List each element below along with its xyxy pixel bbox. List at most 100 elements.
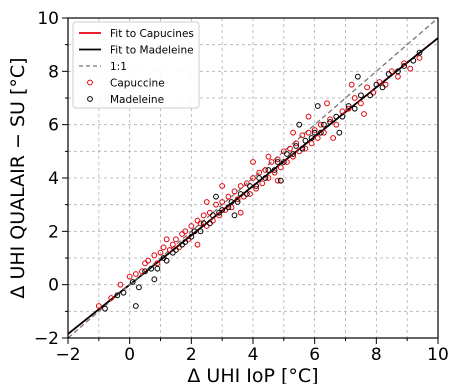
capuccine-point xyxy=(351,95,358,101)
capuccine-point xyxy=(219,183,226,189)
madeleine-point xyxy=(358,92,364,99)
capuccine-point xyxy=(287,145,293,152)
capuccine-point xyxy=(108,295,115,301)
madeleine-point xyxy=(182,239,189,245)
capuccine-point xyxy=(157,249,164,256)
capuccine-point xyxy=(305,129,312,136)
capuccine-point xyxy=(293,140,300,147)
madeleine-point xyxy=(237,191,244,197)
capuccine-point xyxy=(401,60,407,67)
madeleine-point xyxy=(114,292,121,299)
madeleine-point xyxy=(173,247,179,253)
x-axis-label: Δ UHI IoP [°C] xyxy=(187,365,318,384)
madeleine-point xyxy=(243,191,250,197)
capuccine-point xyxy=(151,252,158,259)
capuccine-point xyxy=(262,167,269,173)
capuccine-point xyxy=(95,303,102,309)
capuccine-point xyxy=(237,183,244,189)
capuccine-point xyxy=(160,244,167,251)
madeleine-point xyxy=(327,119,333,125)
madeleine-point xyxy=(231,212,238,219)
capuccine-point xyxy=(364,84,370,91)
capuccine-point xyxy=(324,100,330,107)
capuccine-point xyxy=(213,201,219,208)
capuccine-point xyxy=(333,121,340,128)
madeleine-point xyxy=(410,57,417,64)
madeleine-point xyxy=(265,167,272,173)
madeleine-point xyxy=(345,103,352,109)
capuccine-point xyxy=(219,199,226,205)
x-tick-label: 8 xyxy=(371,345,382,365)
capuccine-point xyxy=(250,159,256,165)
madeleine-point xyxy=(280,159,287,165)
madeleine-point xyxy=(314,103,321,109)
y-tick-label: 8 xyxy=(48,62,59,82)
madeleine-point xyxy=(296,121,303,128)
capuccine-point xyxy=(348,81,355,88)
y-tick-label: 2 xyxy=(48,222,59,242)
capuccine-point xyxy=(163,236,170,243)
capuccine-point xyxy=(299,132,306,139)
capuccine-point xyxy=(321,129,327,136)
capuccine-point xyxy=(268,159,275,165)
madeleine-point xyxy=(206,220,213,227)
madeleine-point xyxy=(308,135,315,141)
capuccine-point xyxy=(416,55,423,61)
capuccine-point xyxy=(225,193,232,200)
madeleine-point xyxy=(102,305,108,312)
capuccine-point xyxy=(182,228,189,235)
madeleine-point xyxy=(225,204,232,211)
capuccine-point xyxy=(271,169,278,176)
capuccine-point xyxy=(228,204,235,211)
madeleine-point xyxy=(290,151,296,157)
madeleine-point xyxy=(256,175,263,181)
legend-label: Madeleine xyxy=(110,94,164,106)
capuccine-point xyxy=(265,153,272,160)
one-to-one-line xyxy=(68,18,438,338)
capuccine-point xyxy=(256,169,263,176)
madeleine-point xyxy=(120,289,127,296)
madeleine-point xyxy=(154,265,161,272)
madeleine-point xyxy=(416,49,423,56)
madeleine-point xyxy=(333,113,340,120)
capuccine-point xyxy=(274,177,281,184)
legend-swatch-marker xyxy=(87,79,93,86)
capuccine-point xyxy=(139,268,145,275)
madeleine-point xyxy=(299,145,306,152)
x-tick-label: 0 xyxy=(124,345,135,365)
capuccine-point xyxy=(194,241,201,248)
madeleine-point xyxy=(277,177,284,184)
capuccine-point xyxy=(358,100,364,107)
madeleine-point xyxy=(336,129,343,136)
x-tick-label: −2 xyxy=(55,345,80,365)
capuccine-point xyxy=(234,196,241,203)
madeleine-point xyxy=(379,84,386,91)
capuccine-point xyxy=(169,241,176,248)
capuccine-point xyxy=(407,65,414,72)
capuccine-point xyxy=(290,153,296,160)
madeleine-point xyxy=(219,207,226,213)
capuccine-point xyxy=(132,271,139,277)
madeleine-point xyxy=(132,303,139,309)
y-tick-label: 10 xyxy=(37,9,59,29)
madeleine-point xyxy=(311,129,318,136)
y-tick-label: 4 xyxy=(48,169,59,189)
capuccine-point xyxy=(250,175,256,181)
capuccine-point xyxy=(308,140,315,147)
capuccine-point xyxy=(173,236,179,243)
madeleine-point xyxy=(367,92,374,99)
capuccine-point xyxy=(345,105,352,112)
legend-label: Fit to Madeleine xyxy=(110,45,194,57)
x-tick-label: 2 xyxy=(186,345,197,365)
madeleine-point xyxy=(148,265,155,272)
capuccine-point xyxy=(237,209,244,216)
madeleine-point xyxy=(228,199,235,205)
capuccine-point xyxy=(188,223,195,229)
madeleine-point xyxy=(210,212,216,219)
capuccine-point xyxy=(277,164,284,171)
capuccine-point xyxy=(253,185,259,192)
madeleine-point xyxy=(129,279,136,285)
capuccine-point xyxy=(361,111,367,117)
madeleine-point xyxy=(213,193,219,200)
capuccine-point xyxy=(117,281,124,288)
